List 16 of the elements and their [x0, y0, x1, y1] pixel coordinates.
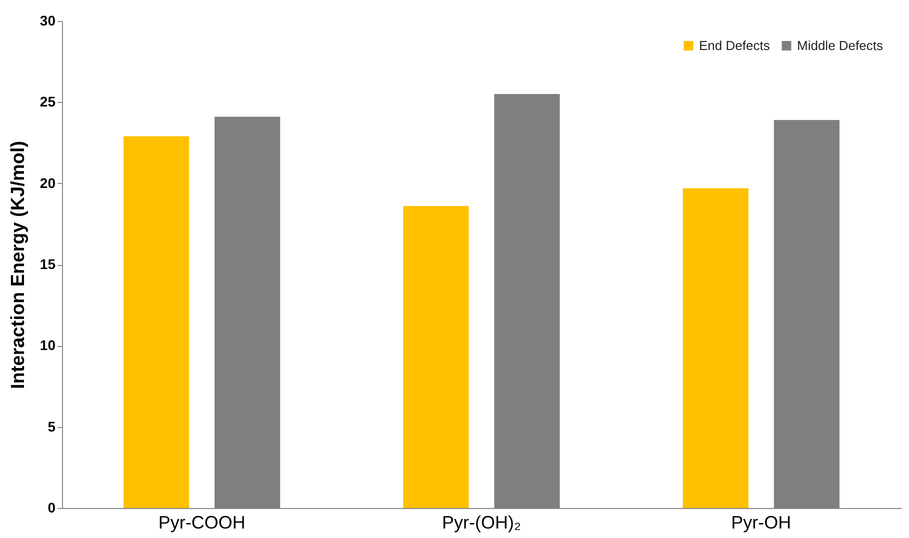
bar	[403, 206, 469, 508]
y-tick-label: 20	[40, 174, 56, 191]
x-tick-label: Pyr-OH	[731, 512, 792, 532]
y-axis-title: Interaction Energy (KJ/mol)	[8, 140, 29, 390]
legend-label: Middle Defects	[797, 38, 884, 53]
bar	[124, 136, 190, 508]
y-tick-label: 0	[48, 500, 56, 516]
bar	[682, 188, 748, 508]
y-tick-label: 15	[40, 256, 56, 272]
legend-label: End Defects	[699, 38, 770, 53]
x-tick-label: Pyr-(OH)₂	[442, 512, 521, 532]
y-tick-label: 30	[40, 12, 56, 28]
y-tick-label: 10	[40, 337, 56, 354]
y-tick-label: 5	[48, 418, 56, 434]
x-tick-label: Pyr-COOH	[158, 512, 246, 532]
y-tick-label: 25	[40, 94, 56, 110]
